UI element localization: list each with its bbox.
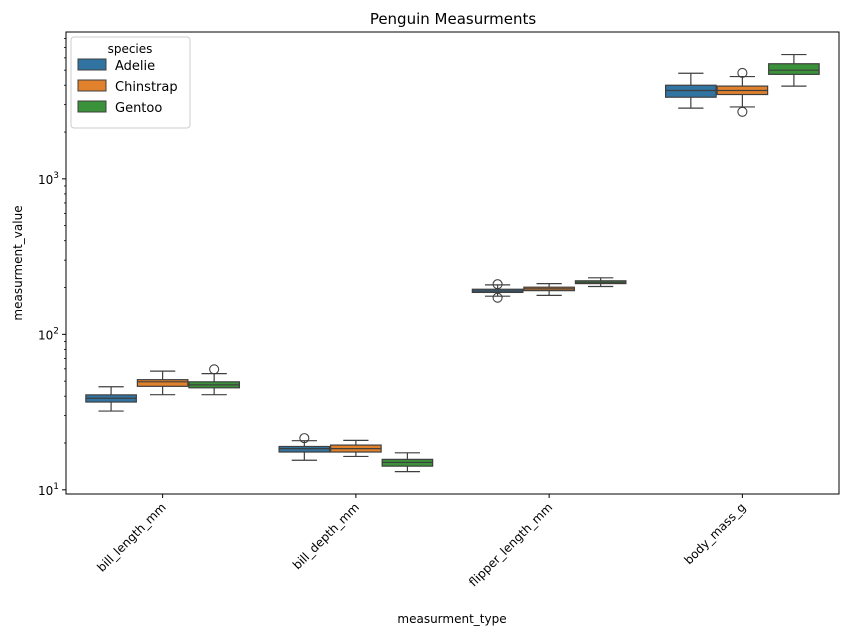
box-chinstrap-bill_length_mm (136, 370, 189, 396)
box-adelie-bill_depth_mm (278, 433, 331, 461)
box-body (136, 379, 189, 387)
legend-items: Adelie Chinstrap Gentoo (77, 58, 178, 116)
box-body (768, 63, 820, 75)
box-gentoo-bill_depth_mm (381, 452, 434, 473)
outlier-point (492, 292, 503, 303)
y-axis-label: measurment_value (11, 205, 25, 320)
box-chinstrap-body_mass_g (716, 67, 769, 117)
y-axis: 101 102 103 (38, 38, 66, 498)
legend: species Adelie Chinstrap Gentoo (70, 36, 191, 129)
legend-swatch (77, 58, 107, 71)
outlier-point (737, 106, 748, 117)
box-chinstrap-bill_depth_mm (330, 439, 382, 458)
legend-entry-gentoo: Gentoo (77, 100, 162, 116)
y-tick-label: 103 (38, 171, 59, 187)
box-adelie-body_mass_g (664, 72, 717, 109)
legend-entry-adelie: Adelie (77, 58, 155, 74)
x-axis: bill_length_mm bill_depth_mm flipper_lengt… (94, 494, 748, 589)
box-body (278, 445, 331, 453)
legend-label: Adelie (115, 59, 155, 74)
box-chinstrap-flipper_length_mm (523, 282, 575, 297)
series-adelie (85, 72, 717, 461)
box-adelie-flipper_length_mm (471, 279, 524, 303)
x-tick-label: bill_length_mm (94, 500, 168, 574)
box-body (664, 84, 717, 98)
y-tick-label: 102 (38, 326, 59, 342)
plot-area (85, 53, 820, 473)
box-gentoo-body_mass_g (768, 53, 820, 87)
legend-title: species (108, 42, 153, 56)
plot-frame (65, 31, 840, 495)
outlier-point (209, 364, 220, 375)
series-gentoo (188, 53, 820, 473)
chart-title: Penguin Measurments (370, 10, 537, 28)
legend-swatch (77, 79, 107, 92)
x-tick-label: bill_depth_mm (290, 500, 362, 572)
legend-entry-chinstrap: Chinstrap (77, 79, 178, 95)
outlier-point (737, 67, 748, 78)
box-gentoo-flipper_length_mm (574, 277, 627, 288)
x-tick-label: body_mass_g (681, 500, 748, 567)
box-gentoo-bill_length_mm (188, 364, 241, 396)
legend-label: Chinstrap (115, 80, 178, 95)
legend-label: Gentoo (115, 101, 162, 116)
y-tick-label: 101 (38, 482, 59, 498)
x-axis-label: measurment_type (397, 612, 506, 626)
x-tick-label: flipper_length_mm (466, 500, 555, 589)
series-chinstrap (136, 67, 769, 458)
legend-swatch (77, 100, 107, 113)
outlier-point (492, 279, 503, 290)
box-adelie-bill_length_mm (85, 386, 137, 412)
outlier-point (299, 433, 310, 444)
